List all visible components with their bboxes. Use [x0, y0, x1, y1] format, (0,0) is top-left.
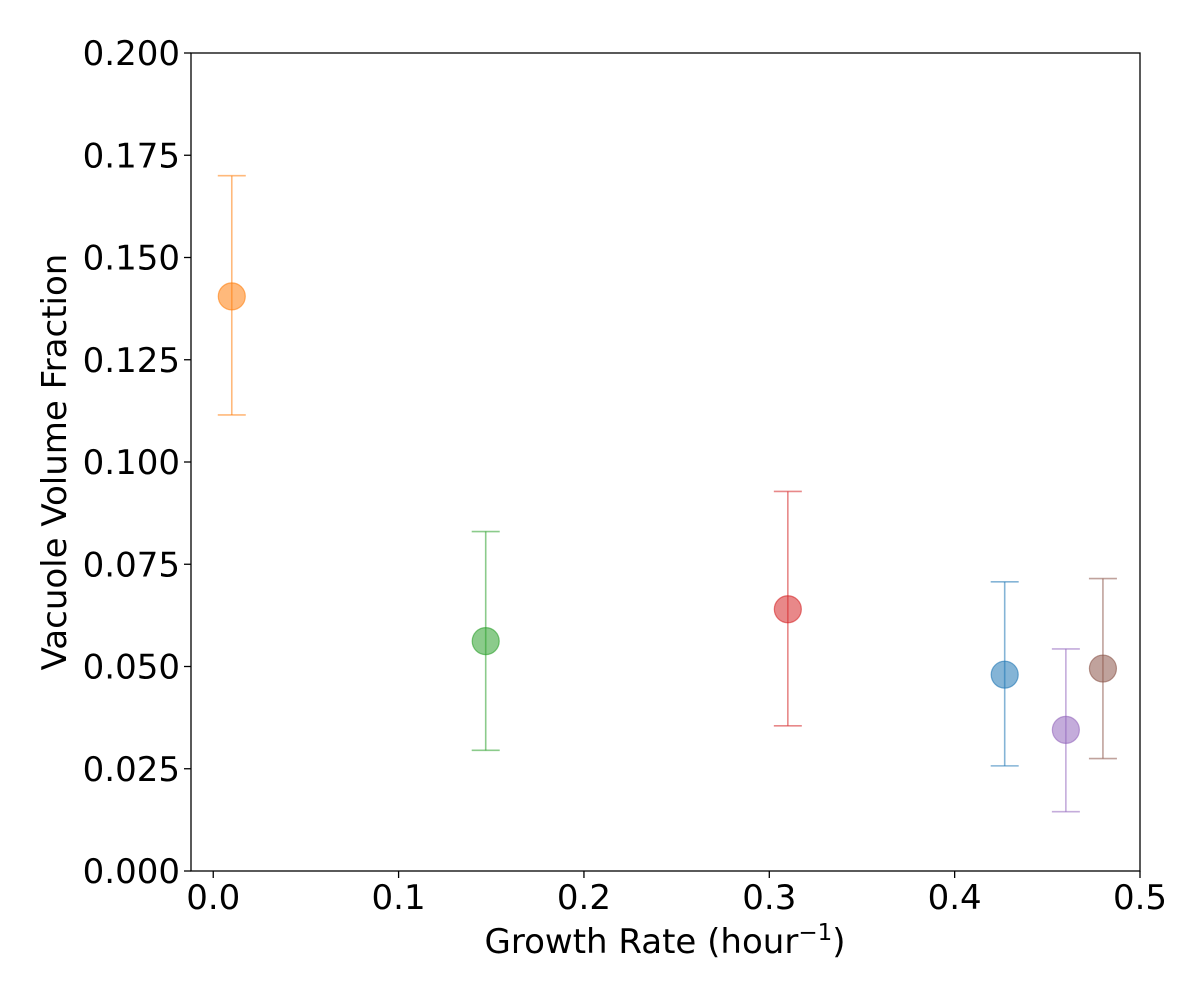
x-axis-label-superscript: −1: [798, 920, 832, 946]
data-marks: [217, 174, 1118, 813]
data-point: [773, 595, 802, 624]
x-axis-label: Growth Rate (hour−1): [485, 920, 846, 962]
x-tick-label: 0.2: [557, 878, 611, 918]
x-tick-label: 0.5: [1113, 878, 1167, 918]
y-axis-ticks: 0.000 0.025 0.050 0.075 0.100 0.125 0.150 0.175…: [83, 34, 191, 892]
x-tick-label: 0.0: [186, 878, 240, 918]
data-point: [1051, 715, 1080, 744]
data-point: [217, 282, 246, 311]
y-tick-label: 0.050: [83, 648, 180, 688]
y-tick-label: 0.125: [83, 341, 180, 381]
x-axis-label-suffix: ): [832, 922, 845, 962]
y-tick-label: 0.175: [83, 136, 180, 176]
y-tick-label: 0.000: [83, 852, 180, 892]
x-tick-label: 0.3: [742, 878, 796, 918]
data-point: [990, 660, 1019, 689]
y-tick-label: 0.100: [83, 443, 180, 483]
y-tick-label: 0.025: [83, 750, 180, 790]
data-point: [471, 627, 500, 656]
plot-area: [191, 53, 1140, 871]
data-point: [1088, 654, 1118, 683]
x-axis-ticks: 0.0 0.1 0.2 0.3 0.4 0.5: [186, 871, 1167, 918]
y-tick-label: 0.075: [83, 545, 180, 585]
y-tick-label: 0.200: [83, 34, 180, 74]
x-tick-label: 0.4: [928, 878, 982, 918]
y-axis-label: Vacuole Volume Fraction: [35, 254, 75, 671]
x-tick-label: 0.1: [372, 878, 426, 918]
y-tick-label: 0.150: [83, 239, 180, 279]
